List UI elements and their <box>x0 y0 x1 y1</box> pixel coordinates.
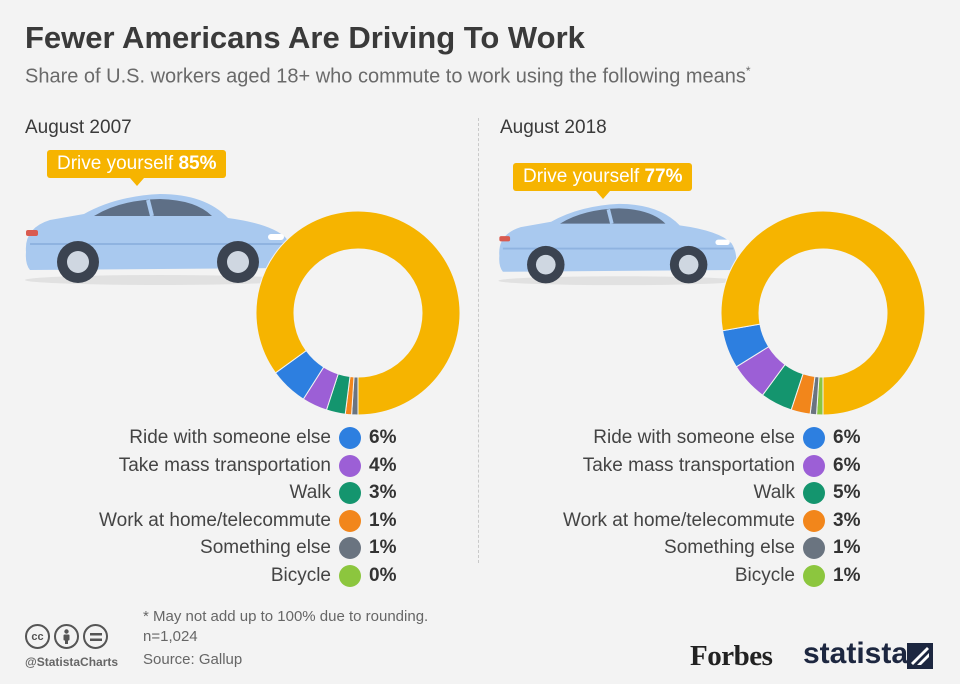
legend-item-work-at-home-telecommute: Work at home/telecommute 3% <box>563 508 869 534</box>
legend-label: Walk <box>753 482 795 503</box>
legend-2007: Ride with someone else 6% Take mass transp… <box>0 425 405 595</box>
legend-label: Ride with someone else <box>129 427 331 448</box>
legend-swatch <box>803 454 825 477</box>
legend-swatch <box>803 427 825 449</box>
footnote-text: * May not add up to 100% due to rounding… <box>143 608 429 625</box>
callout-label: Drive yourself <box>523 166 640 187</box>
donut-chart-2018 <box>720 210 926 416</box>
panel-label-2018: August 2018 <box>500 117 607 138</box>
legend-label: Bicycle <box>734 564 795 586</box>
drive-yourself-callout-2007: Drive yourself 85% <box>47 150 227 186</box>
legend-2018: Ride with someone else 6% Take mass transp… <box>478 425 869 595</box>
panel-2007: August 2007 Drive yourself 85% Ride with… <box>0 0 480 600</box>
legend-item-take-mass-transportation: Take mass transportation 4% <box>119 453 405 479</box>
legend-swatch <box>339 564 361 587</box>
car-illustration <box>25 194 295 285</box>
legend-label: Work at home/telecommute <box>99 509 331 531</box>
attribution-icon <box>54 624 79 649</box>
legend-value: 3% <box>833 509 861 531</box>
legend-item-work-at-home-telecommute: Work at home/telecommute 1% <box>99 508 405 534</box>
legend-swatch <box>803 509 825 532</box>
legend-item-something-else: Something else 1% <box>200 535 405 561</box>
legend-item-walk: Walk 3% <box>289 480 405 506</box>
legend-item-ride-with-someone-else: Ride with someone else 6% <box>593 425 869 451</box>
subtitle-footnote-mark: * <box>745 64 751 78</box>
footnote: * May not add up to 100% due to rounding… <box>143 607 428 647</box>
legend-swatch <box>339 427 361 449</box>
legend-label: Walk <box>289 482 331 503</box>
legend-label: Take mass transportation <box>582 454 795 476</box>
legend-label: Take mass transportation <box>118 454 331 476</box>
car-illustration <box>498 203 740 286</box>
sample-size: n=1,024 <box>143 628 198 645</box>
donut-slice-drive-yourself <box>720 210 926 416</box>
legend-label: Something else <box>200 537 331 558</box>
legend-value: 6% <box>833 427 861 448</box>
page-title: Fewer Americans Are Driving To Work <box>25 20 585 55</box>
legend-item-bicycle: Bicycle 1% <box>735 563 869 589</box>
legend-item-bicycle: Bicycle 0% <box>271 563 405 589</box>
forbes-logo[interactable]: Forbes <box>690 640 773 672</box>
panel-2018: August 2018 Drive yourself 77% Ride with… <box>478 0 958 600</box>
legend-value: 4% <box>369 454 397 476</box>
cc-icon: cc <box>25 624 50 649</box>
statista-handle[interactable]: @StatistaCharts <box>25 655 119 669</box>
legend-value: 3% <box>369 482 397 503</box>
legend-swatch <box>803 564 825 587</box>
legend-swatch <box>339 454 361 477</box>
legend-item-something-else: Something else 1% <box>664 535 869 561</box>
callout-label: Drive yourself <box>57 153 174 174</box>
legend-swatch <box>339 482 361 504</box>
panel-label-2007: August 2007 <box>25 117 132 138</box>
legend-swatch <box>803 482 825 504</box>
drive-yourself-callout-2018: Drive yourself 77% <box>513 163 693 199</box>
legend-label: Something else <box>664 537 795 558</box>
legend-value: 6% <box>833 454 861 476</box>
legend-label: Bicycle <box>270 564 331 586</box>
page-subtitle: Share of U.S. workers aged 18+ who commu… <box>25 64 751 89</box>
legend-value: 5% <box>833 482 861 503</box>
legend-item-walk: Walk 5% <box>753 480 869 506</box>
legend-item-ride-with-someone-else: Ride with someone else 6% <box>129 425 405 451</box>
callout-value: 77% <box>644 166 683 187</box>
statista-mark-icon <box>907 643 933 669</box>
source-text: Source: Gallup <box>143 651 243 668</box>
legend-value: 0% <box>369 564 397 586</box>
legend-value: 1% <box>833 537 861 558</box>
donut-slice-drive-yourself <box>255 210 461 416</box>
legend-value: 1% <box>369 537 397 558</box>
statista-logo[interactable]: statista <box>803 637 909 670</box>
callout-value: 85% <box>178 153 217 174</box>
legend-item-take-mass-transportation: Take mass transportation 6% <box>583 453 869 479</box>
legend-swatch <box>339 509 361 532</box>
subtitle-text: Share of U.S. workers aged 18+ who commu… <box>25 65 746 88</box>
legend-swatch <box>339 537 361 559</box>
legend-swatch <box>803 537 825 559</box>
donut-chart-2007 <box>255 210 461 416</box>
panel-divider <box>478 118 479 563</box>
legend-label: Work at home/telecommute <box>563 509 795 531</box>
legend-value: 1% <box>833 564 861 586</box>
legend-value: 1% <box>369 509 397 531</box>
legend-value: 6% <box>369 427 397 448</box>
legend-label: Ride with someone else <box>593 427 795 448</box>
no-derivatives-icon <box>83 624 108 649</box>
license-icons: cc <box>25 624 108 649</box>
